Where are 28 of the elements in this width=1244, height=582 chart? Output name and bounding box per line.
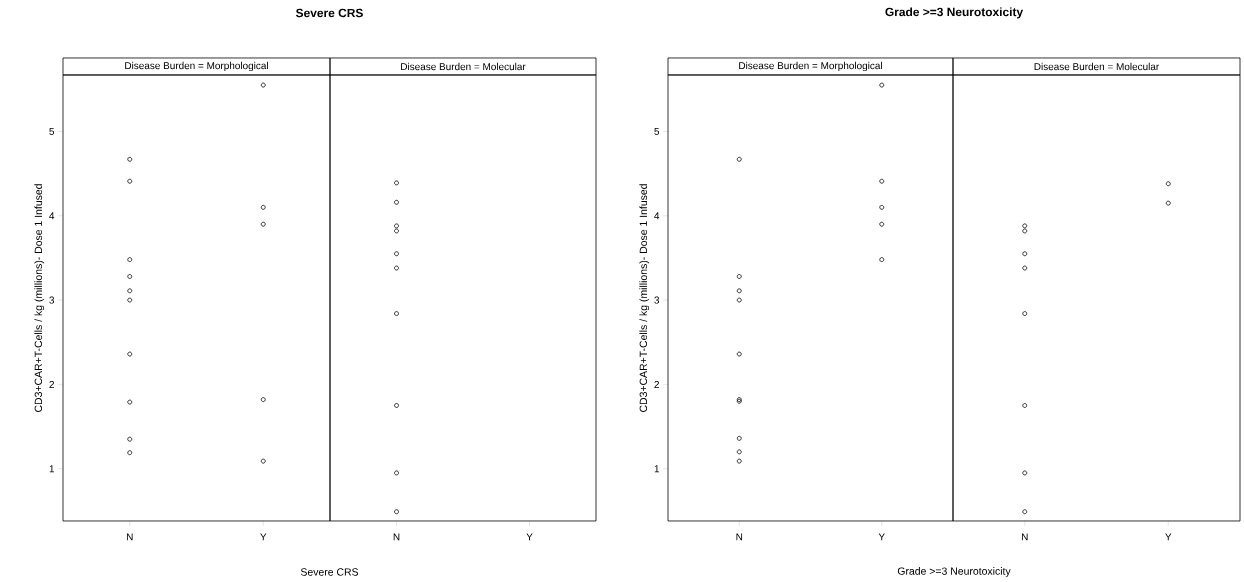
x-tick-label: N <box>126 533 133 541</box>
x-tick-label: Y <box>526 533 533 541</box>
y-tick-label: 2 <box>49 380 54 388</box>
y-axis-title: CD3+CAR+T-Cells / kg (millions)- Dose 1 Infused <box>639 184 650 412</box>
y-tick-label: 4 <box>49 212 55 220</box>
y-tick-label: 5 <box>49 127 55 135</box>
x-tick-label: Y <box>260 533 267 541</box>
x-axis-title: Severe CRS <box>300 568 359 576</box>
x-tick-label: N <box>1021 533 1028 541</box>
chart-subtitle: Disease Burden = Molecular <box>401 62 526 71</box>
y-tick-label: 3 <box>49 296 55 304</box>
x-tick-label: Y <box>878 533 885 541</box>
x-axis-title: Grade >=3 Neurotoxicity <box>897 567 1011 577</box>
y-tick-label: 3 <box>654 296 660 304</box>
x-tick-label: Y <box>1165 533 1172 541</box>
y-tick-label: 5 <box>654 127 660 135</box>
chart-subtitle: Disease Burden = Morphological <box>739 61 882 72</box>
y-tick-label: 2 <box>654 380 659 388</box>
y-tick-label: 4 <box>654 212 660 220</box>
chart-title: Severe CRS <box>295 8 363 18</box>
x-tick-label: N <box>393 533 400 541</box>
y-tick-label: 1 <box>654 465 660 473</box>
chart-subtitle: Disease Burden = Molecular <box>1034 62 1160 71</box>
y-tick-label: 1 <box>49 465 55 473</box>
chart-subtitle: Disease Burden = Morphological <box>125 61 268 72</box>
y-axis-title: CD3+CAR+T-Cells / kg (millions)- Dose 1 Infused <box>34 184 45 412</box>
x-tick-label: N <box>736 533 743 541</box>
chart-title: Grade >=3 Neurotoxicity <box>885 7 1024 19</box>
